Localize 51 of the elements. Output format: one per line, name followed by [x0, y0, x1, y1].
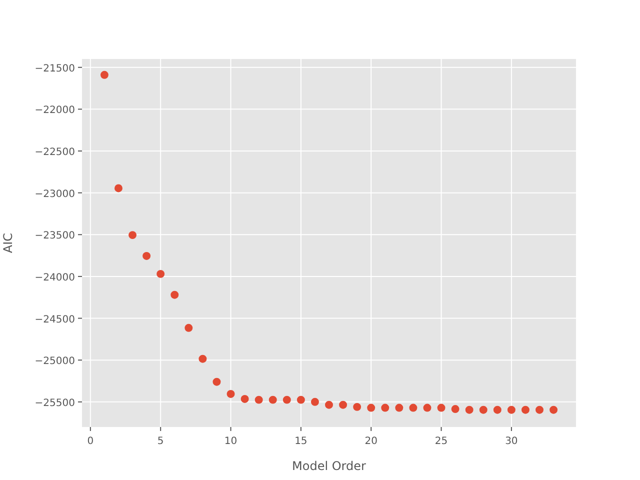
- y-tick-label: −21500: [34, 63, 75, 74]
- point: [437, 404, 446, 412]
- point: [367, 404, 376, 412]
- point: [310, 398, 319, 406]
- point: [550, 406, 558, 414]
- y-tick-label: −23500: [34, 230, 75, 242]
- point: [465, 406, 474, 414]
- x-tick-label: 20: [364, 436, 378, 447]
- y-tick-label: −22500: [34, 147, 75, 158]
- point: [212, 378, 221, 386]
- point: [170, 290, 179, 299]
- point: [114, 184, 122, 192]
- point: [198, 354, 207, 363]
- x-tick-label: 30: [505, 436, 518, 447]
- y-tick-label: −25000: [34, 356, 75, 368]
- point: [339, 400, 348, 409]
- y-tick-label: −25500: [34, 398, 75, 409]
- x-tick-label: 5: [157, 436, 164, 447]
- point: [493, 406, 502, 414]
- point: [142, 252, 151, 260]
- point: [507, 406, 516, 414]
- point: [268, 396, 277, 404]
- y-tick-label: −24500: [34, 314, 75, 326]
- point: [353, 402, 362, 411]
- point: [521, 406, 530, 414]
- point: [395, 404, 404, 412]
- point: [240, 395, 249, 403]
- y-tick-label: −22000: [34, 105, 75, 116]
- x-tick-label: 25: [434, 436, 448, 447]
- x-axis-title: Model Order: [292, 459, 366, 473]
- point: [409, 404, 418, 412]
- point: [156, 270, 165, 278]
- point: [381, 404, 390, 412]
- y-axis-title: AIC: [1, 232, 15, 254]
- x-tick-label: 10: [224, 436, 238, 447]
- point: [100, 70, 108, 79]
- point: [184, 324, 193, 332]
- point: [536, 406, 544, 414]
- point: [325, 400, 333, 409]
- point: [296, 396, 305, 404]
- y-tick-label: −23000: [34, 188, 75, 200]
- point: [128, 231, 137, 240]
- y-tick-label: −24000: [34, 272, 75, 284]
- point: [479, 406, 488, 414]
- point: [226, 390, 235, 398]
- point: [423, 404, 432, 412]
- point: [451, 405, 460, 413]
- point: [282, 396, 291, 404]
- x-tick-label: 0: [87, 436, 94, 447]
- x-tick-label: 15: [294, 436, 308, 447]
- point: [254, 396, 263, 404]
